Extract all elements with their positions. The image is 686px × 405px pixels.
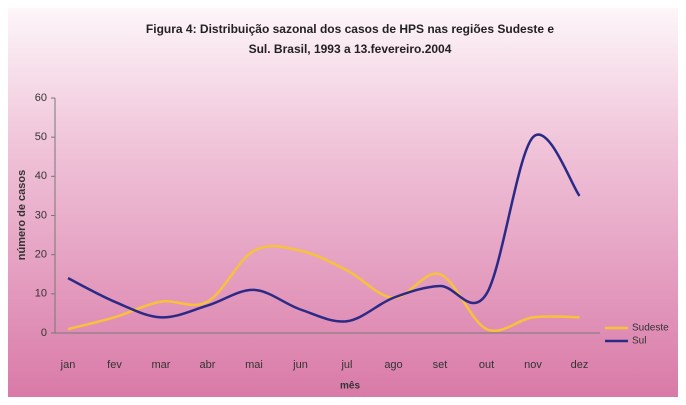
y-tick-label: 60 — [35, 92, 47, 104]
background — [8, 8, 678, 397]
x-tick-label: out — [479, 359, 494, 371]
x-tick-label: set — [433, 359, 448, 371]
x-tick-label: mai — [245, 359, 263, 371]
title-line: Sul. Brasil, 1993 a 13.fevereiro.2004 — [249, 42, 452, 56]
x-tick-label: jan — [60, 359, 76, 371]
x-tick-label: mar — [152, 359, 171, 371]
y-tick-label: 10 — [35, 288, 47, 300]
y-axis-label: número de casos — [16, 170, 28, 260]
x-tick-label: jul — [340, 359, 352, 371]
x-tick-label: dez — [571, 359, 589, 371]
y-tick-label: 50 — [35, 131, 47, 143]
title-line: Figura 4: Distribuição sazonal dos casos… — [146, 22, 554, 36]
y-tick-label: 20 — [35, 249, 47, 261]
y-tick-label: 40 — [35, 170, 47, 182]
x-tick-label: fev — [107, 359, 122, 371]
y-tick-label: 0 — [41, 327, 47, 339]
legend-label: Sul — [632, 336, 646, 347]
x-tick-label: ago — [384, 359, 402, 371]
line-series — [67, 244, 580, 332]
line-series — [67, 133, 581, 323]
x-tick-label: jun — [292, 359, 308, 371]
x-tick-label: abr — [200, 359, 216, 371]
x-tick-label: nov — [524, 359, 542, 371]
legend-label: Sudeste — [632, 323, 669, 334]
y-tick-label: 30 — [35, 209, 47, 221]
x-axis-label: mês — [340, 381, 360, 392]
